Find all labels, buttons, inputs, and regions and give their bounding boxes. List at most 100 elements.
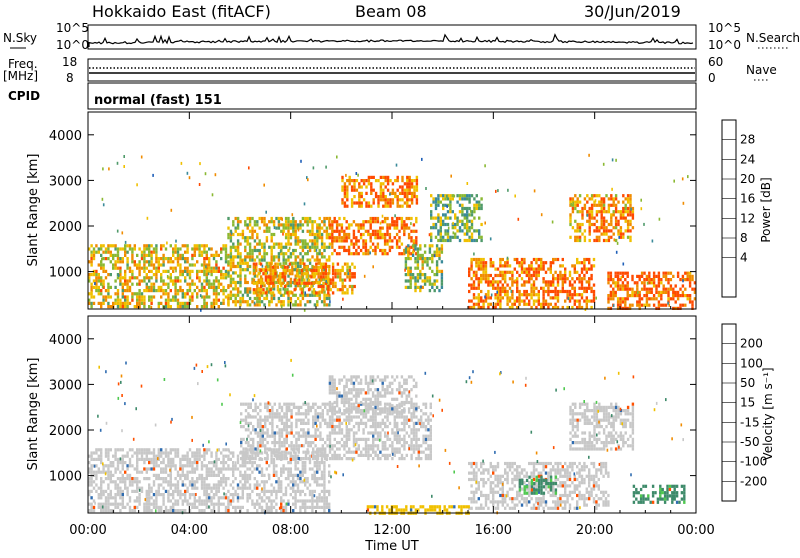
data-cell (194, 289, 196, 292)
data-cell (610, 197, 612, 200)
data-cell (571, 264, 573, 267)
data-cell (141, 299, 143, 302)
data-cell (535, 277, 537, 280)
data-cell (316, 252, 318, 255)
data-cell (316, 480, 318, 483)
data-cell (303, 272, 305, 275)
data-cell (249, 243, 251, 246)
data-cell (384, 236, 386, 239)
data-cell (259, 457, 261, 460)
data-cell (590, 290, 592, 293)
data-cell (564, 280, 566, 283)
data-cell (177, 260, 179, 263)
data-cell (521, 293, 523, 296)
data-cell (280, 250, 282, 253)
data-cell (370, 233, 372, 236)
data-cell (117, 490, 119, 493)
data-cell (112, 461, 114, 464)
data-cell (218, 286, 220, 289)
data-cell (473, 239, 475, 242)
data-cell (303, 279, 305, 282)
data-cell (341, 176, 343, 179)
data-cell (438, 254, 440, 257)
data-cell (287, 471, 289, 474)
data-cell (122, 289, 124, 292)
data-cell (377, 217, 379, 220)
data-cell (499, 303, 501, 306)
data-cell (273, 243, 275, 246)
data-cell (304, 461, 306, 464)
data-cell (196, 467, 198, 470)
data-cell (230, 278, 232, 281)
data-cell (265, 211, 267, 214)
data-cell (478, 217, 480, 220)
data-cell (382, 220, 384, 223)
data-cell (213, 270, 215, 273)
data-cell (573, 202, 575, 205)
data-cell (262, 435, 264, 438)
data-cell (160, 483, 162, 486)
data-cell (442, 220, 444, 223)
data-cell (318, 272, 320, 275)
data-cell (348, 223, 350, 226)
data-cell (117, 503, 119, 506)
data-cell (259, 441, 261, 444)
data-cell (272, 266, 274, 269)
data-cell (148, 289, 150, 292)
data-cell (258, 272, 260, 275)
data-cell (117, 295, 119, 298)
data-cell (182, 292, 184, 295)
data-cell (189, 503, 191, 506)
data-cell (601, 210, 603, 213)
data-cell (249, 223, 251, 226)
data-cell (107, 467, 109, 470)
data-cell (437, 204, 439, 207)
data-cell (353, 185, 355, 188)
data-cell (473, 229, 475, 232)
data-cell (392, 192, 394, 195)
data-cell (172, 267, 174, 270)
data-cell (581, 280, 583, 283)
data-cell (312, 415, 314, 418)
data-cell (569, 223, 571, 226)
data-cell (95, 276, 97, 279)
data-cell (312, 451, 314, 454)
data-cell (394, 195, 396, 198)
data-cell (312, 422, 314, 425)
data-cell (153, 503, 155, 506)
cpid-label: CPID (8, 89, 40, 103)
data-cell (301, 291, 303, 294)
data-cell (290, 403, 292, 406)
data-cell (316, 503, 318, 506)
data-cell (603, 220, 605, 223)
data-cell (362, 223, 364, 226)
data-cell (165, 270, 167, 273)
data-cell (403, 223, 405, 226)
data-cell (326, 303, 328, 306)
data-cell (330, 282, 332, 285)
data-cell (210, 474, 212, 477)
data-cell (301, 288, 303, 291)
data-cell (319, 259, 321, 262)
data-cell (577, 223, 579, 226)
data-cell (268, 300, 270, 303)
data-cell (579, 201, 581, 204)
data-cell (227, 275, 229, 278)
data-cell (167, 286, 169, 289)
data-cell (254, 467, 256, 470)
data-cell (485, 264, 487, 267)
data-cell (351, 179, 353, 182)
colorbar-frame (722, 120, 736, 297)
data-cell (406, 189, 408, 192)
data-cell (134, 263, 136, 266)
data-cell (467, 182, 469, 185)
data-cell (689, 294, 691, 297)
data-cell (131, 483, 133, 486)
data-cell (648, 275, 650, 278)
data-cell (177, 279, 179, 282)
data-cell (466, 229, 468, 232)
data-cell (114, 260, 116, 263)
data-cell (412, 276, 414, 279)
data-cell (497, 296, 499, 299)
data-cell (338, 217, 340, 220)
